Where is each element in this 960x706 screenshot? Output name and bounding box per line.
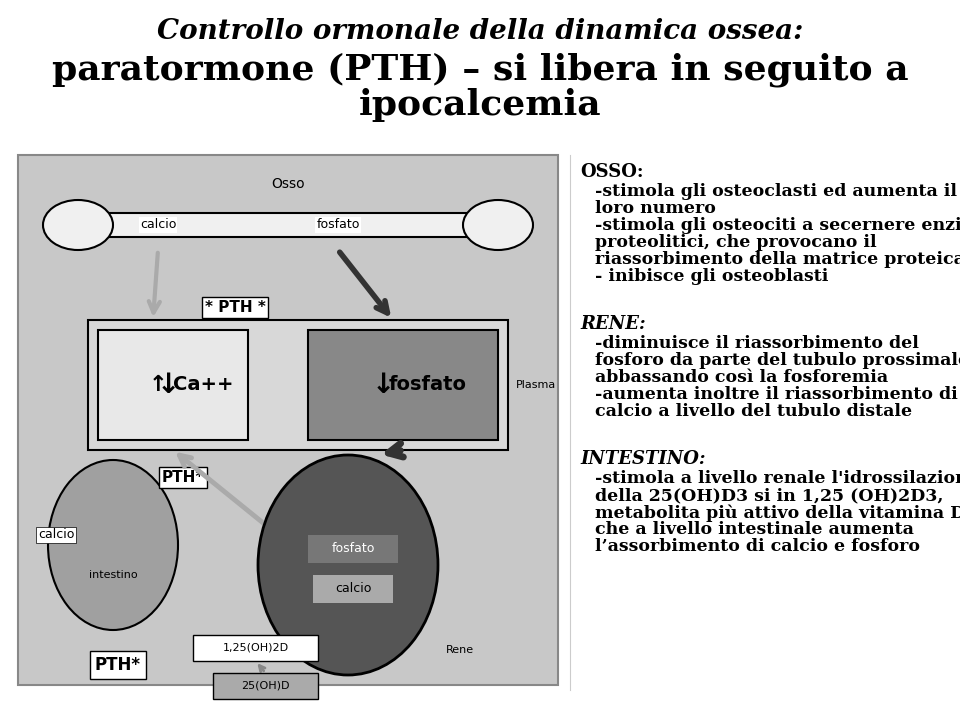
Text: che a livello intestinale aumenta: che a livello intestinale aumenta (595, 521, 914, 538)
Bar (88, 320, 508, 450)
Text: ipocalcemia: ipocalcemia (359, 88, 601, 122)
Bar (213, 673, 318, 699)
Ellipse shape (43, 200, 113, 250)
Text: loro numero: loro numero (595, 200, 716, 217)
Text: *PTH: *PTH (318, 470, 360, 485)
Text: ↓: ↓ (372, 371, 395, 399)
Text: - inibisce gli osteoblasti: - inibisce gli osteoblasti (595, 268, 828, 285)
Text: Plasma: Plasma (516, 380, 556, 390)
Text: calcio: calcio (140, 218, 177, 232)
Text: ↓: ↓ (156, 371, 180, 399)
Text: fosfato: fosfato (316, 218, 360, 232)
Text: paratormone (PTH) – si libera in seguito a: paratormone (PTH) – si libera in seguito… (52, 52, 908, 87)
Text: calcio: calcio (335, 582, 372, 595)
Text: intestino: intestino (88, 570, 137, 580)
Ellipse shape (258, 455, 438, 675)
Text: calcio: calcio (38, 529, 74, 542)
Text: Osso: Osso (271, 177, 305, 191)
Bar (313, 575, 393, 603)
Text: * PTH *: * PTH * (204, 300, 265, 315)
Bar (308, 330, 498, 440)
Text: 25(OH)D: 25(OH)D (241, 681, 290, 691)
Text: calcio a livello del tubulo distale: calcio a livello del tubulo distale (595, 403, 912, 420)
Text: ↑: ↑ (149, 375, 167, 395)
Text: -stimola gli osteoclasti ed aumenta il: -stimola gli osteoclasti ed aumenta il (595, 183, 957, 200)
Text: della 25(OH)D3 si in 1,25 (OH)2D3,: della 25(OH)D3 si in 1,25 (OH)2D3, (595, 487, 944, 504)
Text: -stimola gli osteociti a secernere enzimi: -stimola gli osteociti a secernere enzim… (595, 217, 960, 234)
Text: PTH*: PTH* (162, 470, 204, 485)
Text: PTH*: PTH* (95, 656, 141, 674)
Text: fosfato: fosfato (331, 542, 374, 556)
Text: metabolita più attivo della vitamina D,: metabolita più attivo della vitamina D, (595, 504, 960, 522)
Text: -diminuisce il riassorbimento del: -diminuisce il riassorbimento del (595, 335, 919, 352)
Text: -stimola a livello renale l'idrossilazione: -stimola a livello renale l'idrossilazio… (595, 470, 960, 487)
Polygon shape (93, 213, 483, 237)
Text: riassorbimento della matrice proteica: riassorbimento della matrice proteica (595, 251, 960, 268)
Ellipse shape (463, 200, 533, 250)
Text: fosfato: fosfato (389, 376, 467, 395)
Ellipse shape (48, 460, 178, 630)
Text: RENE:: RENE: (580, 315, 646, 333)
Text: l’assorbimento di calcio e fosforo: l’assorbimento di calcio e fosforo (595, 538, 920, 555)
Text: Controllo ormonale della dinamica ossea:: Controllo ormonale della dinamica ossea: (156, 18, 804, 45)
Text: proteolitici, che provocano il: proteolitici, che provocano il (595, 234, 876, 251)
Text: fosforo da parte del tubulo prossimale,: fosforo da parte del tubulo prossimale, (595, 352, 960, 369)
Bar (18, 155, 558, 685)
Text: Ca++: Ca++ (173, 376, 233, 395)
Bar (308, 535, 398, 563)
Text: INTESTINO:: INTESTINO: (580, 450, 706, 468)
Text: Rene: Rene (446, 645, 474, 655)
Text: 1,25(OH)2D: 1,25(OH)2D (223, 643, 289, 653)
Bar (193, 635, 318, 661)
Text: abbassando così la fosforemia: abbassando così la fosforemia (595, 369, 888, 386)
Text: OSSO:: OSSO: (580, 163, 643, 181)
Text: -aumenta inoltre il riassorbimento di: -aumenta inoltre il riassorbimento di (595, 386, 958, 403)
Bar (98, 330, 248, 440)
